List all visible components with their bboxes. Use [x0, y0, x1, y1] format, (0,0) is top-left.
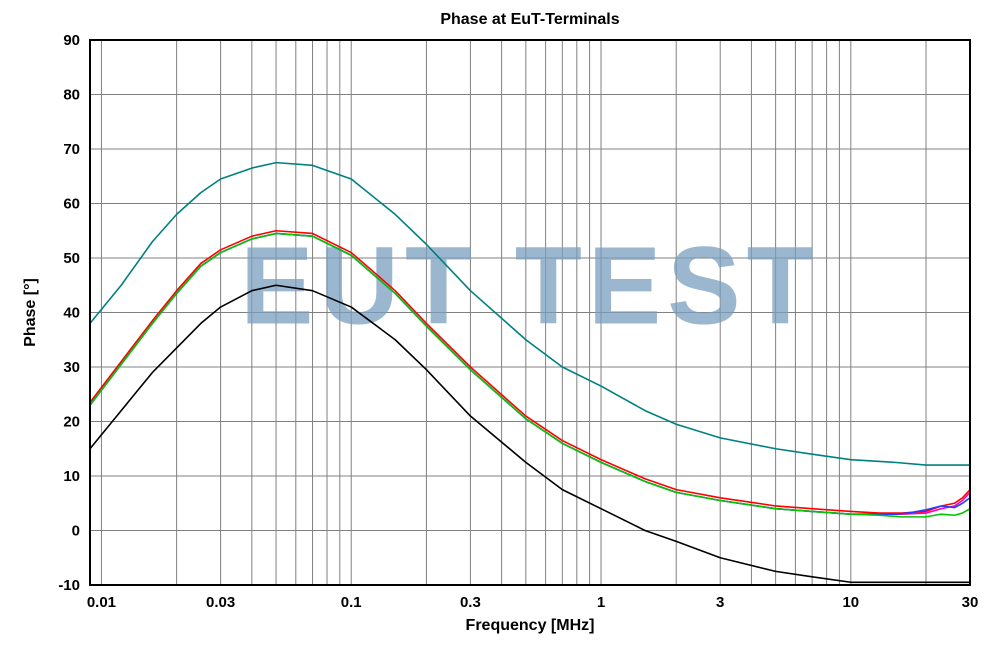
y-axis-label: Phase [°] [22, 278, 39, 347]
phase-chart: EUT TEST-1001020304050607080900.010.030.… [0, 0, 1007, 651]
y-tick-label: 70 [63, 141, 80, 158]
x-tick-label: 1 [597, 594, 605, 611]
y-tick-label: 80 [63, 87, 80, 104]
y-tick-label: 60 [63, 196, 80, 213]
y-tick-label: 0 [72, 523, 80, 540]
chart-container: EUT TEST-1001020304050607080900.010.030.… [0, 0, 1007, 651]
x-tick-label: 0.03 [206, 594, 235, 611]
y-tick-label: -10 [58, 577, 80, 594]
x-tick-label: 0.1 [341, 594, 362, 611]
y-tick-label: 50 [63, 250, 80, 267]
y-tick-label: 90 [63, 32, 80, 49]
y-tick-label: 30 [63, 359, 80, 376]
x-tick-label: 10 [842, 594, 859, 611]
x-tick-label: 0.3 [460, 594, 481, 611]
x-tick-label: 3 [716, 594, 724, 611]
chart-title: Phase at EuT-Terminals [440, 11, 619, 28]
x-axis-label: Frequency [MHz] [466, 617, 595, 634]
y-tick-label: 20 [63, 414, 80, 431]
x-tick-label: 0.01 [87, 594, 116, 611]
y-tick-label: 10 [63, 468, 80, 485]
y-tick-label: 40 [63, 305, 80, 322]
x-tick-label: 30 [962, 594, 979, 611]
